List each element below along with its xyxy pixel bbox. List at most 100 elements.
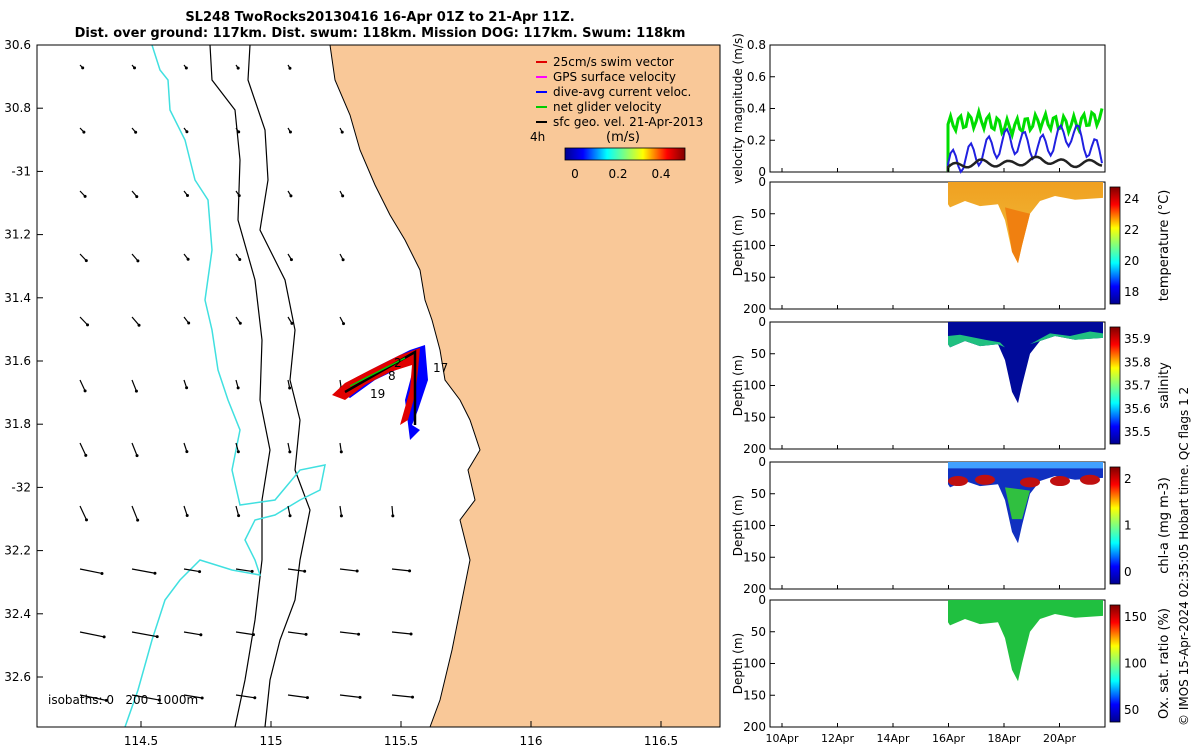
colorbar-tick: 35.6 <box>1124 402 1151 416</box>
temperature-clabel: temperature (°C) <box>1157 190 1172 302</box>
velocity-arrow-head <box>251 633 255 637</box>
velocity-arrow-head <box>236 386 240 390</box>
velocity-arrow-head <box>357 632 361 636</box>
colorbar-tick: 18 <box>1124 285 1139 299</box>
depth-tick: 200 <box>743 442 766 456</box>
temperature-panel: 0 50 100 150 200 Depth (m) 24 22 20 18 temperature… <box>731 175 1172 316</box>
depth-tick: 100 <box>743 519 766 533</box>
velocity-arrow <box>235 505 240 516</box>
velocity-arrow <box>391 568 410 572</box>
velocity-arrow-head <box>391 514 395 518</box>
velocity-arrow <box>183 568 200 573</box>
velocity-arrow <box>79 568 103 575</box>
depth-tick: 150 <box>743 550 766 564</box>
velocity-arrow-head <box>83 194 87 198</box>
velocity-arrow-head <box>288 514 292 518</box>
velocity-arrow-head <box>339 450 343 454</box>
velocity-arrow <box>287 694 308 699</box>
oxygen-section <box>948 600 1103 682</box>
velocity-arrow <box>131 568 156 574</box>
depth-tick: 200 <box>743 582 766 596</box>
isobath-1000m <box>209 45 271 727</box>
velocity-arrow <box>79 379 86 392</box>
velocity-arrow <box>339 442 342 453</box>
velocity-arrow <box>287 631 307 636</box>
velocity-arrow <box>131 505 139 521</box>
velocity-arrow-head <box>199 633 203 637</box>
map-y-tick: 30.8 <box>4 101 31 115</box>
velocity-arrow <box>79 442 87 456</box>
legend-label: net glider velocity <box>553 100 661 114</box>
velocity-arrow <box>79 631 105 638</box>
velocity-arrow <box>131 694 160 701</box>
velocity-arrow-head <box>185 386 189 390</box>
velocity-arrow-head <box>250 569 254 573</box>
velocity-arrow <box>235 631 254 636</box>
chla-colorbar <box>1109 466 1121 585</box>
velocity-arrow-head <box>304 632 308 636</box>
velocity-arrow-head <box>339 514 343 518</box>
velocity-arrow-head <box>81 66 85 70</box>
depth-tick: 50 <box>751 625 766 639</box>
velocity-tick: 0.6 <box>747 70 766 84</box>
isobath-200m <box>247 45 311 727</box>
colorbar-unit: (m/s) <box>606 130 640 145</box>
velocity-arrow-head <box>82 130 86 134</box>
velocity-arrow-head <box>200 696 204 700</box>
colorbar-tick: 0.4 <box>651 167 670 181</box>
colorbar-tick: 1 <box>1124 519 1132 533</box>
oxygen-clabel: Ox. sat. ratio (%) <box>1157 608 1172 719</box>
colorbar-tick: 35.5 <box>1124 425 1151 439</box>
velocity-arrow-head <box>187 321 191 325</box>
velocity-arrow-head <box>136 518 140 522</box>
velocity-arrow <box>183 631 201 636</box>
velocity-arrow-head <box>238 257 242 261</box>
isobath-0m <box>329 45 481 727</box>
velocity-arrow-head <box>134 130 138 134</box>
velocity-arrow <box>183 505 188 516</box>
velocity-arrow-head <box>409 632 413 636</box>
velocity-tick: 0.2 <box>747 133 766 147</box>
velocity-arrow <box>235 568 253 573</box>
glider-track <box>332 345 428 440</box>
map-x-tick: 116.5 <box>644 734 678 748</box>
map-y-tick: -32 <box>11 480 31 494</box>
velocity-series <box>946 105 1104 172</box>
velocity-arrow-head <box>157 698 161 702</box>
chart-title-line2: Dist. over ground: 117km. Dist. swum: 11… <box>74 26 686 41</box>
velocity-arrow-head <box>342 322 346 326</box>
depth-tick: 150 <box>743 688 766 702</box>
velocity-arrow <box>391 505 394 516</box>
colorbar-ticks: 0 0.2 0.4 <box>571 167 670 181</box>
velocity-arrow-head <box>289 194 293 198</box>
velocity-arrow-head <box>83 389 87 393</box>
velocity-arrow-head <box>290 321 294 325</box>
chla-clabel: chl-a (mg m-3) <box>1157 477 1172 574</box>
chla-panel: 0 50 100 150 200 Depth (m) 2 1 0 chl-a (mg m-3) <box>731 455 1172 596</box>
track-label-8: 8 <box>388 369 396 383</box>
map-y-tick-labels: 30.6 30.8 -31 31.2 31.4 31.6 31.8 -32 32.2 32.4 32… <box>4 38 43 684</box>
velocity-arrow-head <box>185 450 189 454</box>
depth-ylabel: Depth (m) <box>731 495 745 556</box>
colorbar-tick: 35.7 <box>1124 379 1151 393</box>
velocity-series <box>946 155 1103 172</box>
depth-tick: 0 <box>758 175 766 189</box>
velocity-arrow-head <box>355 569 359 573</box>
velocity-arrow <box>391 631 412 635</box>
velocity-arrow-head <box>153 571 157 575</box>
velocity-arrow-head <box>340 130 344 134</box>
velocity-arrow-head <box>341 194 345 198</box>
isobath-coastal-cyan <box>124 45 326 727</box>
velocity-arrow-head <box>236 450 240 454</box>
map-panel: 30.6 30.8 -31 31.2 31.4 31.6 31.8 -32 32.2 32.4 32… <box>4 38 721 748</box>
salinity-panel: 0 50 100 150 200 Depth (m) 35.9 35.8 35.7 35.6 35.… <box>731 315 1172 456</box>
map-y-tick: 32.2 <box>4 544 31 558</box>
velocity-arrow-head <box>253 696 257 700</box>
velocity-arrow-head <box>133 66 137 70</box>
velocity-arrow-head <box>136 259 140 263</box>
velocity-arrow-head <box>288 130 292 134</box>
map-y-tick: 31.8 <box>4 417 31 431</box>
velocity-arrow-head <box>86 323 90 327</box>
velocity-tick: 0.4 <box>747 102 766 116</box>
velocity-ylabel: velocity magnitude (m/s) <box>731 33 745 184</box>
